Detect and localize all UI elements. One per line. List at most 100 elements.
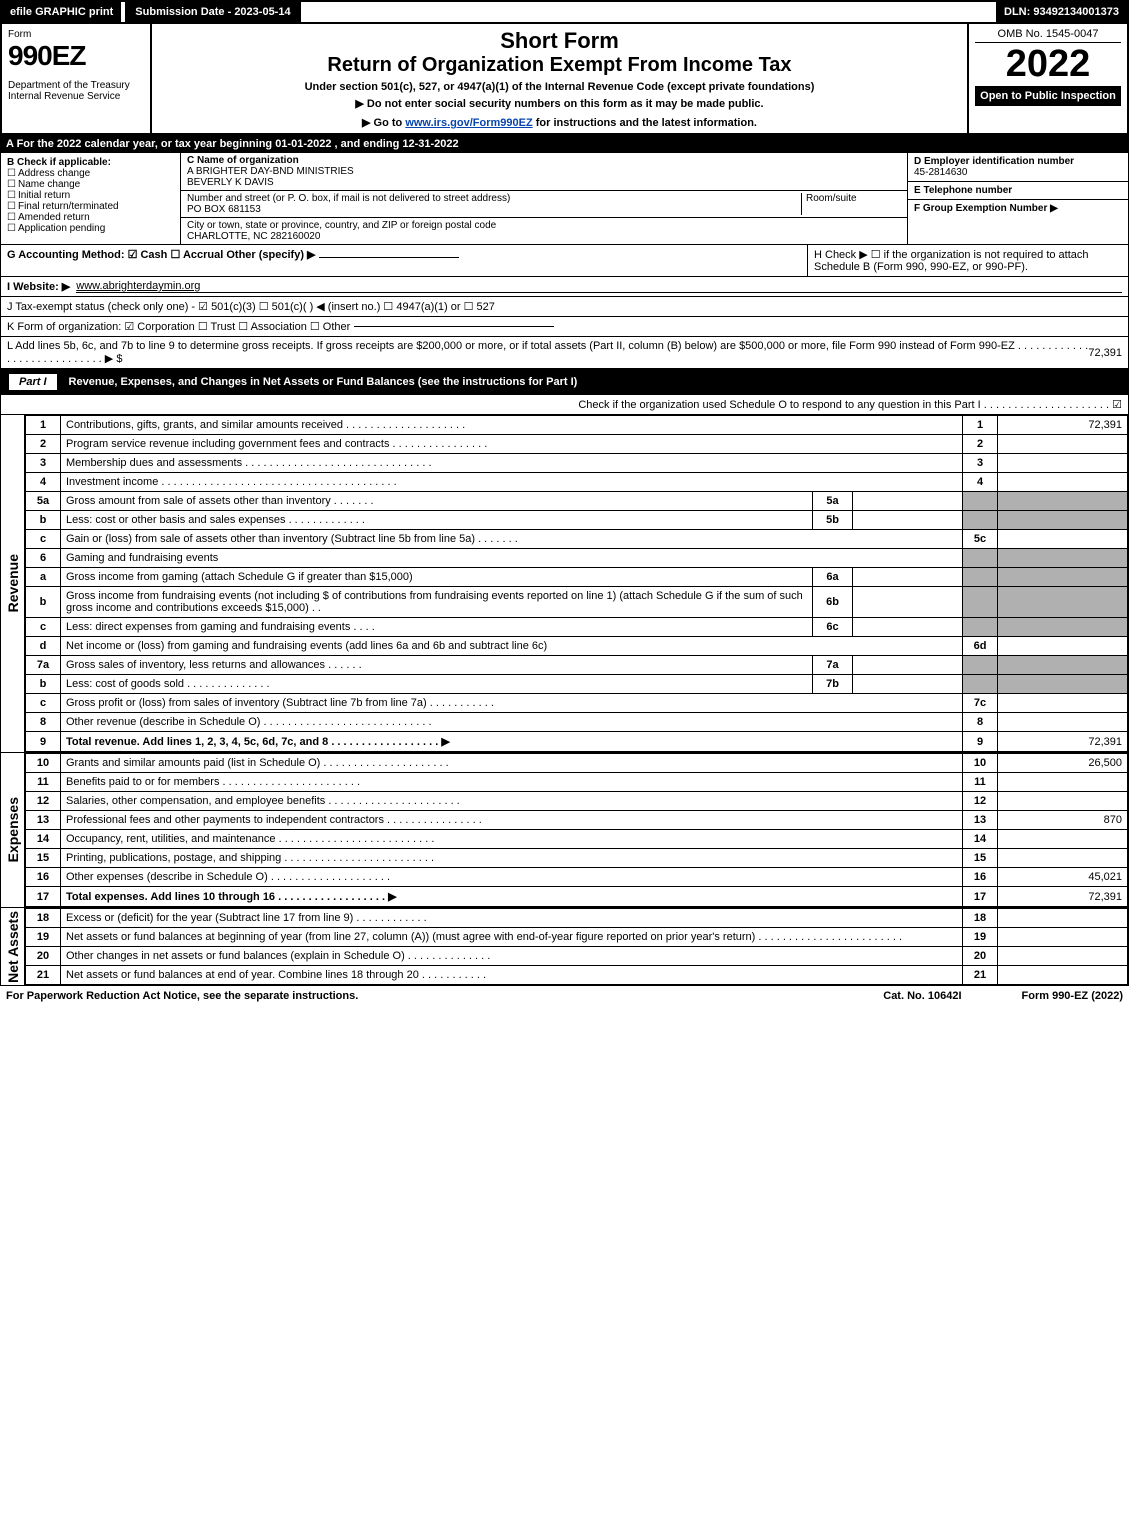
submission-date: Submission Date - 2023-05-14 — [125, 2, 300, 22]
line-7b-sub: 7b — [813, 675, 853, 694]
line-20: 20Other changes in net assets or fund ba… — [26, 947, 1128, 966]
D-ein: 45-2814630 — [914, 167, 967, 178]
line-7c-text: Gross profit or (loss) from sales of inv… — [61, 694, 963, 713]
open-to-public: Open to Public Inspection — [975, 86, 1121, 106]
line-5c-amount — [998, 530, 1128, 549]
part-i-label: Part I — [9, 374, 57, 390]
col-B-checkboxes: B Check if applicable: Address change Na… — [1, 153, 181, 244]
line-6c-subamt — [853, 618, 963, 637]
netassets-table: 18Excess or (deficit) for the year (Subt… — [25, 908, 1128, 985]
check-application-pending[interactable] — [7, 223, 18, 234]
footer-form: Form 990-EZ (2022) — [1022, 990, 1123, 1002]
line-2-text: Program service revenue including govern… — [61, 435, 963, 454]
title-short-form: Short Form — [162, 28, 957, 54]
page-footer: For Paperwork Reduction Act Notice, see … — [0, 986, 1129, 1006]
line-19-amount — [998, 928, 1128, 947]
line-19: 19Net assets or fund balances at beginni… — [26, 928, 1128, 947]
line-7a-subamt — [853, 656, 963, 675]
line-7a-text: Gross sales of inventory, less returns a… — [61, 656, 813, 675]
omb-number: OMB No. 1545-0047 — [975, 28, 1121, 43]
row-J: J Tax-exempt status (check only one) - ☑… — [0, 297, 1129, 317]
line-12-amount — [998, 792, 1128, 811]
line-4-text: Investment income . . . . . . . . . . . … — [61, 473, 963, 492]
line-15-amount — [998, 849, 1128, 868]
line-18-text: Excess or (deficit) for the year (Subtra… — [61, 909, 963, 928]
col-DEF: D Employer identification number 45-2814… — [908, 153, 1128, 244]
line-13-text: Professional fees and other payments to … — [61, 811, 963, 830]
B-item-1: Name change — [18, 179, 80, 190]
G-other-input[interactable] — [319, 257, 459, 258]
line-8: 8Other revenue (describe in Schedule O) … — [26, 713, 1128, 732]
line-19-text: Net assets or fund balances at beginning… — [61, 928, 963, 947]
check-initial-return[interactable] — [7, 190, 18, 201]
efile-print-label: efile GRAPHIC print — [2, 2, 121, 22]
E-label: E Telephone number — [914, 185, 1012, 196]
line-5c-text: Gain or (loss) from sale of assets other… — [61, 530, 963, 549]
line-9-amount: 72,391 — [998, 732, 1128, 752]
J-tax-exempt: J Tax-exempt status (check only one) - ☑… — [7, 300, 495, 313]
part-i-bar: Part I Revenue, Expenses, and Changes in… — [0, 369, 1129, 395]
website-link[interactable]: www.abrighterdaymin.org — [76, 280, 200, 292]
line-21-amount — [998, 966, 1128, 985]
form-word: Form — [8, 29, 31, 40]
check-final-return[interactable] — [7, 201, 18, 212]
part-i-check-text: Check if the organization used Schedule … — [578, 398, 1122, 411]
line-6d: dNet income or (loss) from gaming and fu… — [26, 637, 1128, 656]
line-3: 3Membership dues and assessments . . . .… — [26, 454, 1128, 473]
row-K: K Form of organization: ☑ Corporation ☐ … — [0, 317, 1129, 337]
line-5b-text: Less: cost or other basis and sales expe… — [61, 511, 813, 530]
revenue-table: 1Contributions, gifts, grants, and simil… — [25, 415, 1128, 752]
check-amended[interactable] — [7, 212, 18, 223]
line-6: 6Gaming and fundraising events — [26, 549, 1128, 568]
tax-year: 2022 — [975, 43, 1121, 86]
line-3-text: Membership dues and assessments . . . . … — [61, 454, 963, 473]
header-center: Short Form Return of Organization Exempt… — [152, 24, 967, 133]
line-4-amount — [998, 473, 1128, 492]
line-6c-sub: 6c — [813, 618, 853, 637]
netassets-sidelabel: Net Assets — [1, 908, 25, 985]
goto-line: ▶ Go to www.irs.gov/Form990EZ for instru… — [162, 116, 957, 129]
form-number: 990EZ — [8, 40, 144, 72]
line-13-amount: 870 — [998, 811, 1128, 830]
line-17-text: Total expenses. Add lines 10 through 16 … — [61, 887, 963, 907]
line-5a-sub: 5a — [813, 492, 853, 511]
ssn-warning: ▶ Do not enter social security numbers o… — [162, 97, 957, 110]
line-21-text: Net assets or fund balances at end of ye… — [61, 966, 963, 985]
K-other-input[interactable] — [354, 326, 554, 327]
in-care-of: BEVERLY K DAVIS — [187, 177, 274, 188]
revenue-sidelabel-text: Revenue — [5, 554, 21, 612]
dln: DLN: 93492134001373 — [996, 2, 1127, 22]
city-value: CHARLOTTE, NC 282160020 — [187, 231, 320, 242]
line-8-amount — [998, 713, 1128, 732]
part-i-check: Check if the organization used Schedule … — [0, 395, 1129, 415]
check-address-change[interactable] — [7, 168, 18, 179]
line-7a: 7aGross sales of inventory, less returns… — [26, 656, 1128, 675]
line-6b-text: Gross income from fundraising events (no… — [61, 587, 813, 618]
city-label: City or town, state or province, country… — [187, 220, 496, 231]
netassets-sidelabel-text: Net Assets — [5, 911, 21, 983]
footer-catno: Cat. No. 10642I — [883, 990, 961, 1002]
line-7b-subamt — [853, 675, 963, 694]
line-15-text: Printing, publications, postage, and shi… — [61, 849, 963, 868]
D-label: D Employer identification number — [914, 156, 1074, 167]
line-10-text: Grants and similar amounts paid (list in… — [61, 754, 963, 773]
line-6a-sub: 6a — [813, 568, 853, 587]
line-8-text: Other revenue (describe in Schedule O) .… — [61, 713, 963, 732]
line-12-text: Salaries, other compensation, and employ… — [61, 792, 963, 811]
net-assets-section: Net Assets 18Excess or (deficit) for the… — [0, 908, 1129, 986]
line-9-text: Total revenue. Add lines 1, 2, 3, 4, 5c,… — [61, 732, 963, 752]
line-6d-amount — [998, 637, 1128, 656]
line-12: 12Salaries, other compensation, and empl… — [26, 792, 1128, 811]
line-5b-subamt — [853, 511, 963, 530]
line-17-amount: 72,391 — [998, 887, 1128, 907]
line-18-amount — [998, 909, 1128, 928]
irs-link[interactable]: www.irs.gov/Form990EZ — [405, 117, 532, 129]
B-label: B Check if applicable: — [7, 157, 174, 168]
line-5a: 5aGross amount from sale of assets other… — [26, 492, 1128, 511]
revenue-sidelabel: Revenue — [1, 415, 25, 752]
B-item-0: Address change — [18, 168, 90, 179]
line-6-text: Gaming and fundraising events — [61, 549, 963, 568]
expenses-sidelabel: Expenses — [1, 753, 25, 907]
check-name-change[interactable] — [7, 179, 18, 190]
street-value: PO BOX 681153 — [187, 204, 261, 215]
